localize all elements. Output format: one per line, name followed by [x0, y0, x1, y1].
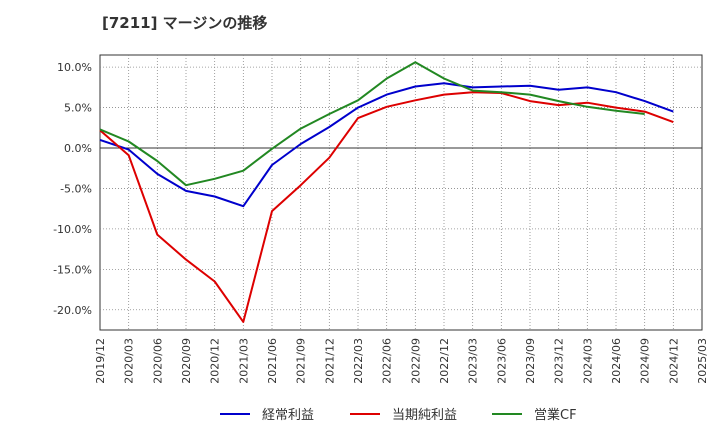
series-line [99, 61, 645, 187]
plot-area [99, 54, 703, 331]
x-tick-label: 2022/09 [409, 338, 422, 384]
chart-title: [7211] マージンの推移 [102, 14, 268, 32]
y-tick-label: -10.0% [53, 223, 92, 236]
y-tick-label: 5.0% [64, 102, 92, 115]
x-tick-label: 2022/03 [352, 338, 365, 384]
series-line [99, 91, 674, 323]
y-tick-label: 0.0% [64, 142, 92, 155]
x-tick-label: 2021/12 [323, 338, 336, 384]
x-tick-label: 2023/03 [467, 338, 480, 384]
legend-label: 営業CF [534, 407, 577, 423]
x-tick-label: 2023/12 [553, 338, 566, 384]
x-tick-label: 2019/12 [94, 338, 107, 384]
y-tick-label: 10.0% [57, 61, 92, 74]
x-tick-label: 2020/03 [123, 338, 136, 384]
y-tick-label: -15.0% [53, 263, 92, 276]
x-tick-label: 2022/06 [381, 338, 394, 384]
legend-label: 当期純利益 [392, 408, 457, 423]
x-tick-label: 2020/12 [209, 338, 222, 384]
x-tick-label: 2023/09 [524, 338, 537, 384]
x-tick-label: 2024/06 [610, 338, 623, 384]
x-tick-label: 2025/03 [696, 338, 709, 384]
y-tick-label: -5.0% [60, 182, 92, 195]
legend-label: 経常利益 [262, 408, 314, 423]
x-tick-label: 2021/03 [237, 338, 250, 384]
x-tick-label: 2024/09 [639, 338, 652, 384]
y-tick-label: -20.0% [53, 304, 92, 317]
x-tick-label: 2021/09 [295, 338, 308, 384]
series-line [99, 82, 674, 208]
x-tick-label: 2022/12 [438, 338, 451, 384]
x-tick-label: 2024/03 [581, 338, 594, 384]
x-tick-label: 2024/12 [667, 338, 680, 384]
x-tick-label: 2020/09 [180, 338, 193, 384]
x-tick-label: 2023/06 [495, 338, 508, 384]
x-tick-label: 2021/06 [266, 338, 279, 384]
x-tick-label: 2020/06 [151, 338, 164, 384]
